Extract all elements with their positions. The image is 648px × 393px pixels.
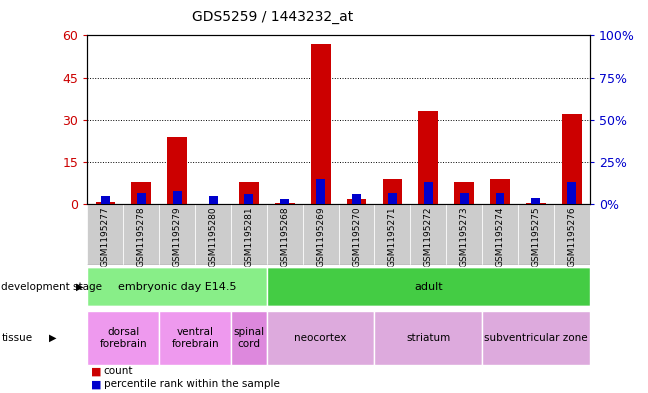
Bar <box>95 202 115 204</box>
Text: ▶: ▶ <box>76 282 84 292</box>
Bar <box>231 311 267 365</box>
Bar <box>303 204 338 265</box>
Bar <box>172 191 181 204</box>
Text: GSM1195272: GSM1195272 <box>424 206 433 267</box>
Bar <box>454 182 474 204</box>
Bar <box>101 196 110 204</box>
Text: GSM1195277: GSM1195277 <box>101 206 110 267</box>
Bar <box>316 179 325 204</box>
Text: GSM1195268: GSM1195268 <box>281 206 289 267</box>
Text: GSM1195275: GSM1195275 <box>531 206 540 267</box>
Bar <box>526 203 546 204</box>
Bar <box>338 204 375 265</box>
Text: GSM1195271: GSM1195271 <box>388 206 397 267</box>
Bar <box>410 204 446 265</box>
Bar <box>518 204 554 265</box>
Text: GSM1195274: GSM1195274 <box>496 206 505 267</box>
Bar <box>281 199 289 204</box>
Text: tissue: tissue <box>1 333 32 343</box>
Bar <box>375 204 410 265</box>
Bar <box>424 182 433 204</box>
Bar <box>137 193 146 204</box>
Bar <box>490 179 510 204</box>
Text: ventral
forebrain: ventral forebrain <box>171 327 219 349</box>
Text: development stage: development stage <box>1 282 102 292</box>
Text: neocortex: neocortex <box>294 333 347 343</box>
Text: GSM1195276: GSM1195276 <box>567 206 576 267</box>
Bar <box>209 196 218 204</box>
Bar <box>231 204 267 265</box>
Text: GSM1195281: GSM1195281 <box>244 206 253 267</box>
Text: striatum: striatum <box>406 333 450 343</box>
Text: GSM1195279: GSM1195279 <box>172 206 181 267</box>
Bar <box>311 44 330 204</box>
Bar <box>459 193 469 204</box>
Text: ▶: ▶ <box>49 333 57 343</box>
Text: GSM1195269: GSM1195269 <box>316 206 325 267</box>
Bar <box>159 204 195 265</box>
Bar <box>87 267 267 307</box>
Bar <box>382 179 402 204</box>
Text: GSM1195280: GSM1195280 <box>209 206 218 267</box>
Text: ■: ■ <box>91 379 101 389</box>
Text: spinal
cord: spinal cord <box>233 327 264 349</box>
Bar <box>419 112 438 204</box>
Text: GSM1195273: GSM1195273 <box>459 206 469 267</box>
Bar <box>352 194 361 204</box>
Bar <box>275 203 295 204</box>
Bar <box>482 204 518 265</box>
Bar <box>554 204 590 265</box>
Bar <box>244 194 253 204</box>
Bar <box>167 137 187 204</box>
Bar <box>239 182 259 204</box>
Bar <box>159 311 231 365</box>
Bar <box>562 114 582 204</box>
Bar <box>482 311 590 365</box>
Bar <box>567 182 576 204</box>
Bar <box>531 198 540 204</box>
Bar <box>267 311 375 365</box>
Text: subventricular zone: subventricular zone <box>484 333 588 343</box>
Text: dorsal
forebrain: dorsal forebrain <box>100 327 147 349</box>
Bar <box>347 199 366 204</box>
Bar <box>123 204 159 265</box>
Bar <box>388 193 397 204</box>
Bar <box>132 182 151 204</box>
Text: percentile rank within the sample: percentile rank within the sample <box>104 379 279 389</box>
Text: count: count <box>104 366 133 376</box>
Text: embryonic day E14.5: embryonic day E14.5 <box>118 282 237 292</box>
Bar <box>87 311 159 365</box>
Bar <box>195 204 231 265</box>
Bar <box>375 311 482 365</box>
Bar <box>87 204 123 265</box>
Text: adult: adult <box>414 282 443 292</box>
Text: GDS5259 / 1443232_at: GDS5259 / 1443232_at <box>192 10 353 24</box>
Text: GSM1195270: GSM1195270 <box>352 206 361 267</box>
Bar <box>446 204 482 265</box>
Bar <box>267 267 590 307</box>
Bar <box>496 193 505 204</box>
Text: ■: ■ <box>91 366 101 376</box>
Text: GSM1195278: GSM1195278 <box>137 206 146 267</box>
Bar <box>267 204 303 265</box>
